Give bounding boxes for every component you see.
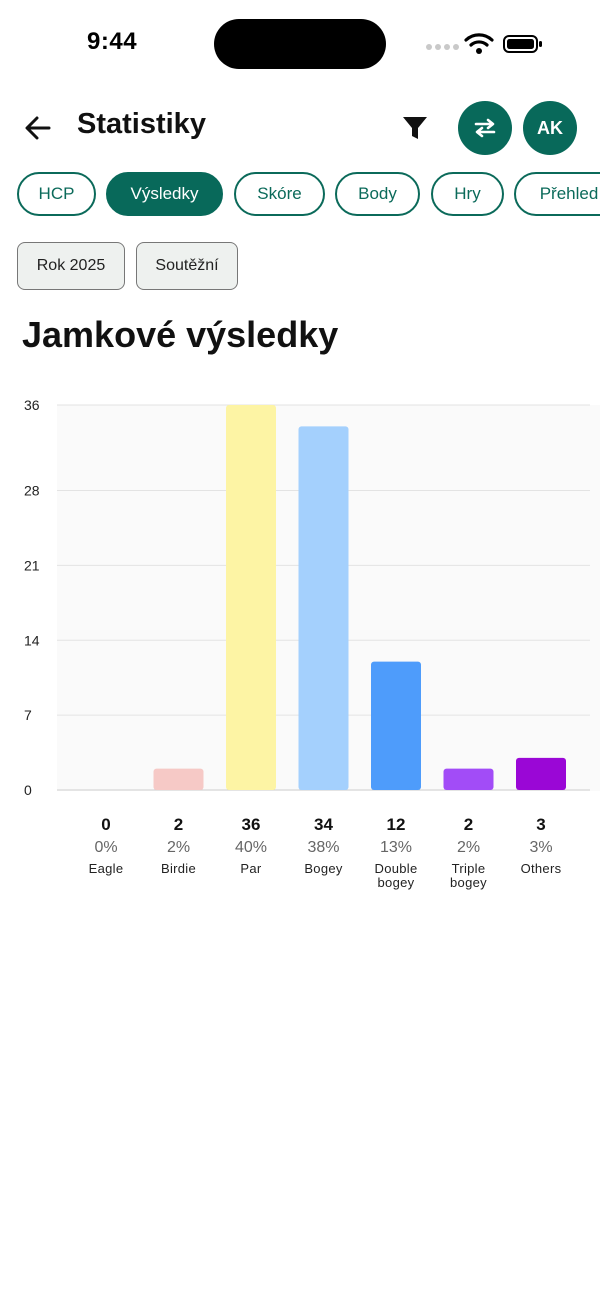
value-label: 2 xyxy=(174,815,183,834)
category-label: bogey xyxy=(450,875,487,890)
results-bar-chart: 0 7 14 21 28 36 0 0% Eagle 2 2% Birdie 36 40% Par 34 38… xyxy=(24,397,600,890)
category-label: bogey xyxy=(378,875,415,890)
percentage-label: 2% xyxy=(167,839,190,856)
swap-button[interactable] xyxy=(458,101,512,155)
y-tick-label: 7 xyxy=(24,707,32,723)
value-label: 36 xyxy=(242,815,261,834)
bar-3 xyxy=(298,426,349,790)
tab-skore[interactable]: Skóre xyxy=(234,172,325,216)
y-tick-label: 28 xyxy=(24,483,40,499)
battery-icon xyxy=(503,35,542,53)
page-title: Statistiky xyxy=(77,108,206,140)
signal-icon xyxy=(426,44,459,50)
back-arrow-icon[interactable] xyxy=(22,112,54,144)
tab-prehled[interactable]: Přehled xyxy=(514,172,600,216)
tab-hry[interactable]: Hry xyxy=(431,172,504,216)
dynamic-island xyxy=(214,19,386,69)
filter-chip-year[interactable]: Rok 2025 xyxy=(17,242,125,290)
category-label: Others xyxy=(521,861,562,876)
percentage-label: 40% xyxy=(235,839,267,856)
value-label: 2 xyxy=(464,815,473,834)
percentage-label: 13% xyxy=(380,839,412,856)
wifi-icon xyxy=(464,33,494,54)
tab-vysledky[interactable]: Výsledky xyxy=(106,172,223,216)
value-label: 12 xyxy=(387,815,406,834)
y-tick-label: 36 xyxy=(24,397,40,413)
tab-body[interactable]: Body xyxy=(335,172,420,216)
tab-bar: HCP Výsledky Skóre Body Hry Přehled xyxy=(0,172,600,220)
y-tick-label: 21 xyxy=(24,557,40,573)
category-label: Bogey xyxy=(304,861,343,876)
tab-hcp[interactable]: HCP xyxy=(17,172,96,216)
category-label: Triple xyxy=(452,861,486,876)
category-label: Par xyxy=(240,861,262,876)
value-label: 34 xyxy=(314,815,333,834)
y-tick-label: 14 xyxy=(24,632,40,648)
avatar[interactable]: AK xyxy=(523,101,577,155)
value-label: 3 xyxy=(536,815,545,834)
category-label: Double xyxy=(375,861,418,876)
percentage-label: 38% xyxy=(307,839,339,856)
section-title: Jamkové výsledky xyxy=(22,314,339,355)
status-time: 9:44 xyxy=(87,28,138,55)
status-bar: 9:44 xyxy=(0,0,600,90)
category-label: Birdie xyxy=(161,861,196,876)
bar-6 xyxy=(516,757,566,790)
bar-2 xyxy=(226,405,276,790)
filter-chip-competition[interactable]: Soutěžní xyxy=(136,242,238,290)
bar-5 xyxy=(443,768,494,790)
percentage-label: 3% xyxy=(529,839,552,856)
value-label: 0 xyxy=(101,815,110,834)
y-tick-label: 0 xyxy=(24,782,32,798)
filter-icon[interactable] xyxy=(400,113,430,143)
category-label: Eagle xyxy=(89,861,124,876)
percentage-label: 0% xyxy=(94,839,117,856)
bar-4 xyxy=(371,661,421,790)
percentage-label: 2% xyxy=(457,839,480,856)
bar-1 xyxy=(153,768,204,790)
swap-arrows-icon xyxy=(474,118,496,138)
